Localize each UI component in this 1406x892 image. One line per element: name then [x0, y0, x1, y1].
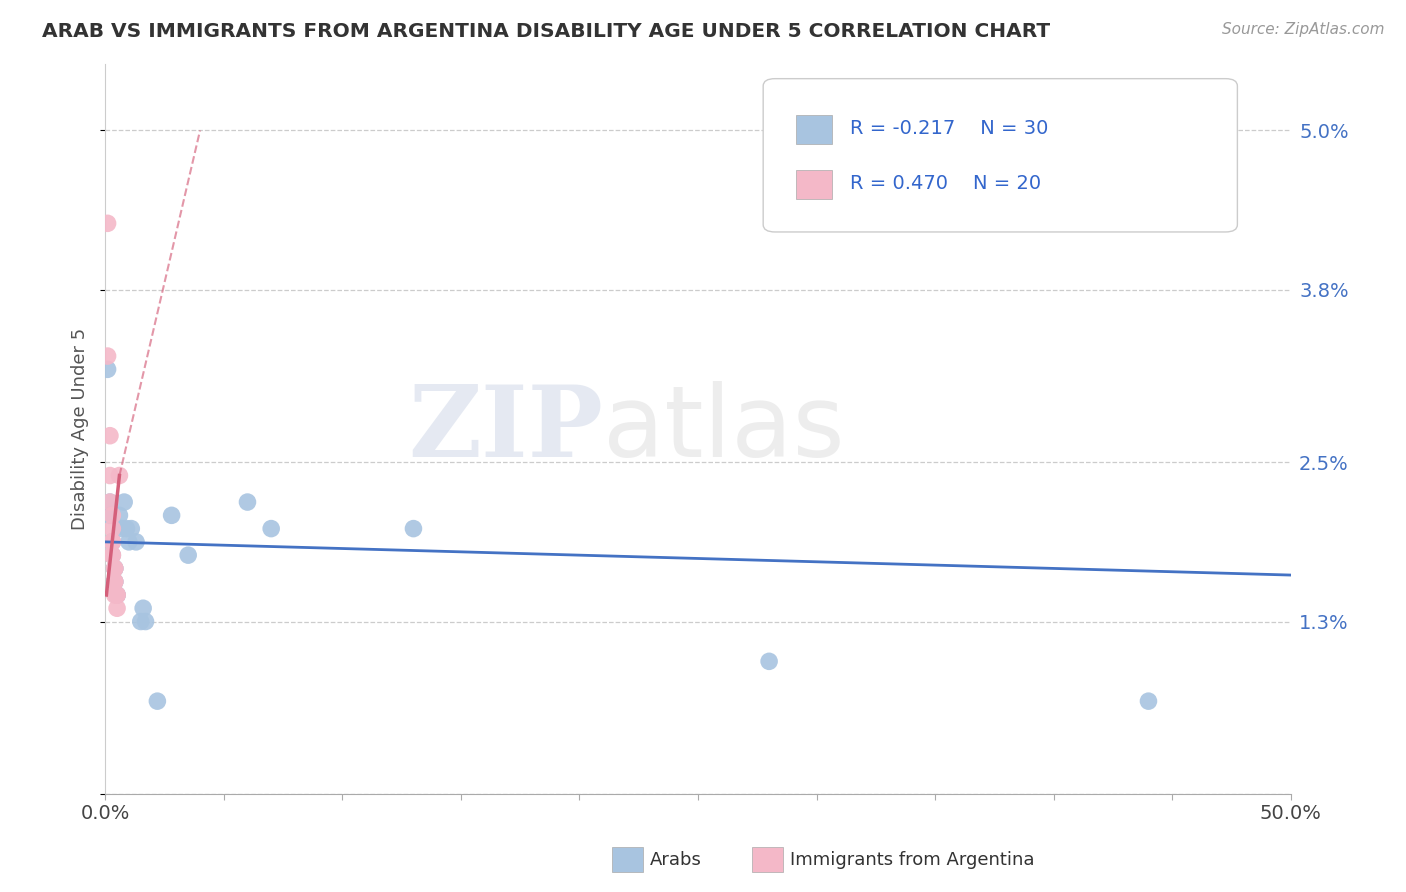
- Text: Arabs: Arabs: [650, 851, 702, 869]
- Point: [97, 216, 120, 230]
- Text: Source: ZipAtlas.com: Source: ZipAtlas.com: [1222, 22, 1385, 37]
- Point: [101, 548, 124, 562]
- Text: R = 0.470    N = 20: R = 0.470 N = 20: [849, 174, 1040, 193]
- Point: [105, 588, 128, 602]
- Point: [118, 534, 141, 549]
- Point: [105, 588, 128, 602]
- FancyBboxPatch shape: [796, 115, 832, 145]
- Point: [104, 561, 127, 575]
- Point: [101, 534, 124, 549]
- Point: [97, 349, 120, 363]
- Point: [108, 508, 131, 523]
- Text: ARAB VS IMMIGRANTS FROM ARGENTINA DISABILITY AGE UNDER 5 CORRELATION CHART: ARAB VS IMMIGRANTS FROM ARGENTINA DISABI…: [42, 22, 1050, 41]
- Point: [104, 574, 127, 589]
- Point: [98, 495, 121, 509]
- Point: [111, 522, 134, 536]
- Point: [112, 495, 135, 509]
- Point: [104, 561, 127, 575]
- Text: atlas: atlas: [603, 381, 845, 477]
- Point: [104, 574, 127, 589]
- Text: ZIP: ZIP: [408, 381, 603, 477]
- Point: [101, 548, 124, 562]
- Point: [101, 508, 124, 523]
- Point: [120, 522, 142, 536]
- Y-axis label: Disability Age Under 5: Disability Age Under 5: [72, 328, 89, 530]
- Point: [105, 588, 128, 602]
- Point: [108, 468, 131, 483]
- Point: [104, 588, 127, 602]
- Point: [101, 534, 124, 549]
- Point: [105, 601, 128, 615]
- Point: [236, 495, 259, 509]
- Point: [98, 468, 121, 483]
- Point: [160, 508, 183, 523]
- Point: [105, 588, 128, 602]
- FancyBboxPatch shape: [796, 169, 832, 199]
- Point: [115, 522, 138, 536]
- Point: [101, 522, 124, 536]
- Point: [97, 362, 120, 376]
- Point: [101, 534, 124, 549]
- Point: [98, 508, 121, 523]
- Point: [104, 574, 127, 589]
- Point: [98, 428, 121, 442]
- Point: [101, 534, 124, 549]
- Point: [104, 561, 127, 575]
- Point: [104, 561, 127, 575]
- Point: [1137, 694, 1160, 708]
- Point: [402, 522, 425, 536]
- Point: [101, 548, 124, 562]
- Text: Immigrants from Argentina: Immigrants from Argentina: [790, 851, 1035, 869]
- Point: [125, 534, 148, 549]
- Point: [98, 495, 121, 509]
- FancyBboxPatch shape: [763, 78, 1237, 232]
- Point: [146, 694, 169, 708]
- Point: [134, 615, 156, 629]
- Point: [177, 548, 200, 562]
- Point: [758, 654, 780, 668]
- Point: [129, 615, 152, 629]
- Point: [260, 522, 283, 536]
- Point: [104, 574, 127, 589]
- Point: [132, 601, 155, 615]
- Text: R = -0.217    N = 30: R = -0.217 N = 30: [849, 119, 1047, 137]
